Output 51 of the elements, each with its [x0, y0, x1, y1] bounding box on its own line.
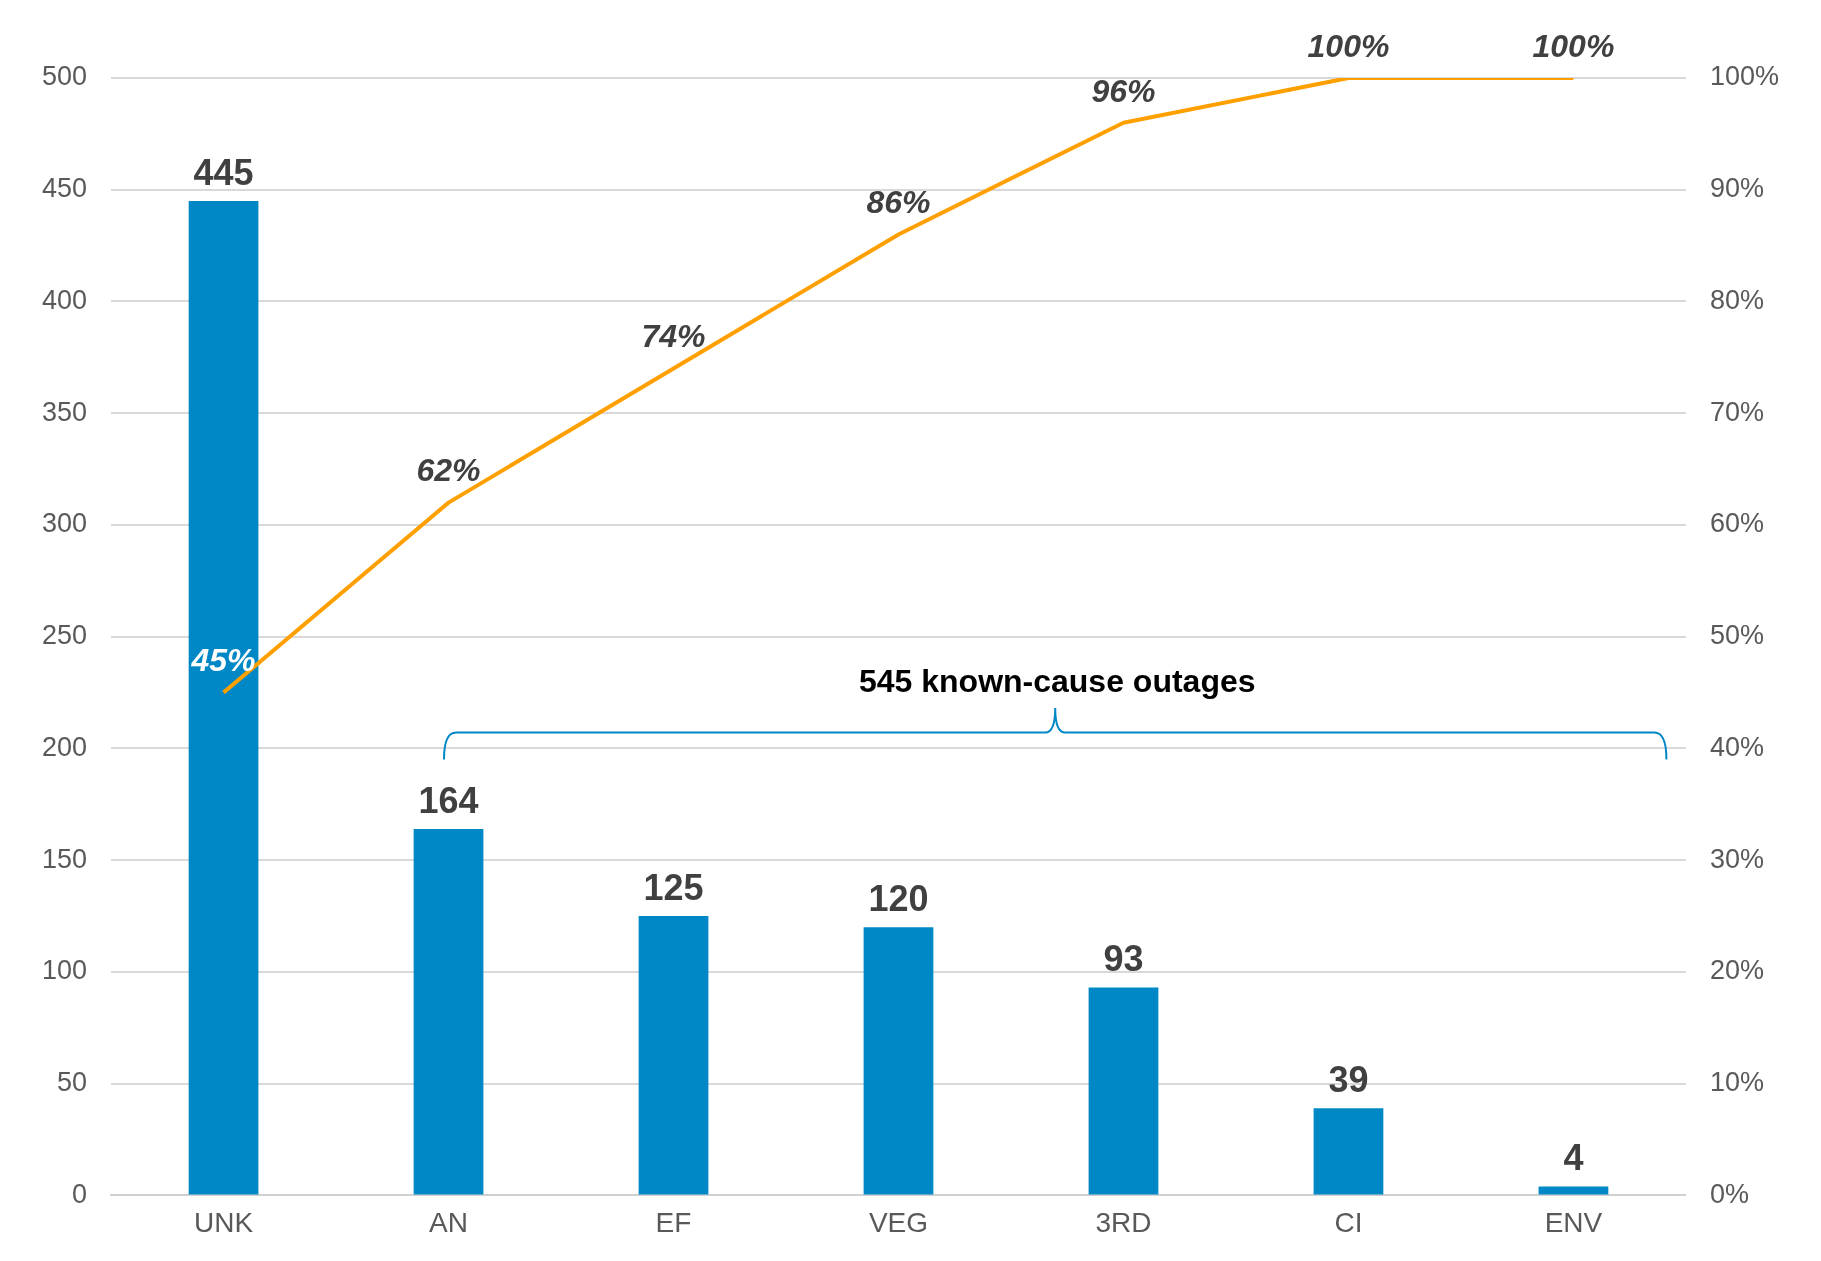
annotation: 545 known-cause outages: [858, 663, 1256, 700]
bar: [188, 200, 259, 1195]
data-label: 445: [193, 151, 254, 193]
y-tick-label: 200: [41, 731, 88, 762]
y2-tick-label: 80%: [1709, 284, 1764, 315]
data-label: 4: [1563, 1137, 1584, 1179]
y-tick-label: 450: [41, 173, 88, 204]
data-label: 100%: [1532, 27, 1615, 64]
data-label: 39: [1328, 1059, 1369, 1101]
y-tick-label: 250: [41, 620, 88, 651]
y2-tick-label: 30%: [1709, 843, 1764, 874]
bar: [863, 927, 934, 1195]
bar: [1313, 1108, 1384, 1195]
data-label: 45%: [190, 642, 256, 679]
data-label: 164: [418, 779, 479, 821]
x-tick-label: UNK: [193, 1206, 254, 1238]
y-tick-label: 300: [41, 508, 88, 539]
bar: [1538, 1186, 1609, 1195]
bar: [413, 828, 484, 1195]
y2-tick-label: 90%: [1709, 173, 1764, 204]
data-label: 62%: [416, 452, 481, 489]
y2-tick-label: 100%: [1709, 61, 1780, 92]
bar: [638, 916, 709, 1195]
y-tick-label: 100: [41, 955, 88, 986]
data-label: 100%: [1307, 27, 1390, 64]
data-label: 86%: [866, 184, 931, 221]
x-tick-label: AN: [429, 1206, 468, 1238]
data-label: 120: [868, 878, 929, 920]
data-label: 74%: [641, 318, 706, 355]
data-label: 96%: [1091, 72, 1156, 109]
x-tick-label: 3RD: [1095, 1206, 1152, 1238]
y-tick-label: 50: [57, 1067, 88, 1098]
y2-tick-label: 70%: [1709, 396, 1764, 427]
data-label: 93: [1103, 938, 1144, 980]
bar: [1088, 987, 1159, 1195]
data-label: 125: [643, 866, 704, 908]
y2-tick-label: 0%: [1709, 1178, 1749, 1209]
y-tick-label: 150: [41, 843, 88, 874]
x-tick-label: CI: [1334, 1206, 1363, 1238]
y2-tick-label: 20%: [1709, 955, 1764, 986]
y-tick-label: 0: [72, 1178, 88, 1209]
x-tick-label: ENV: [1544, 1206, 1603, 1238]
x-tick-label: EF: [655, 1206, 692, 1238]
x-tick-label: VEG: [868, 1206, 929, 1238]
y-tick-label: 500: [41, 61, 88, 92]
y2-tick-label: 50%: [1709, 620, 1764, 651]
y2-tick-label: 40%: [1709, 731, 1764, 762]
y-tick-label: 350: [41, 396, 88, 427]
y2-tick-label: 10%: [1709, 1067, 1764, 1098]
y-tick-label: 400: [41, 284, 88, 315]
y2-tick-label: 60%: [1709, 508, 1764, 539]
